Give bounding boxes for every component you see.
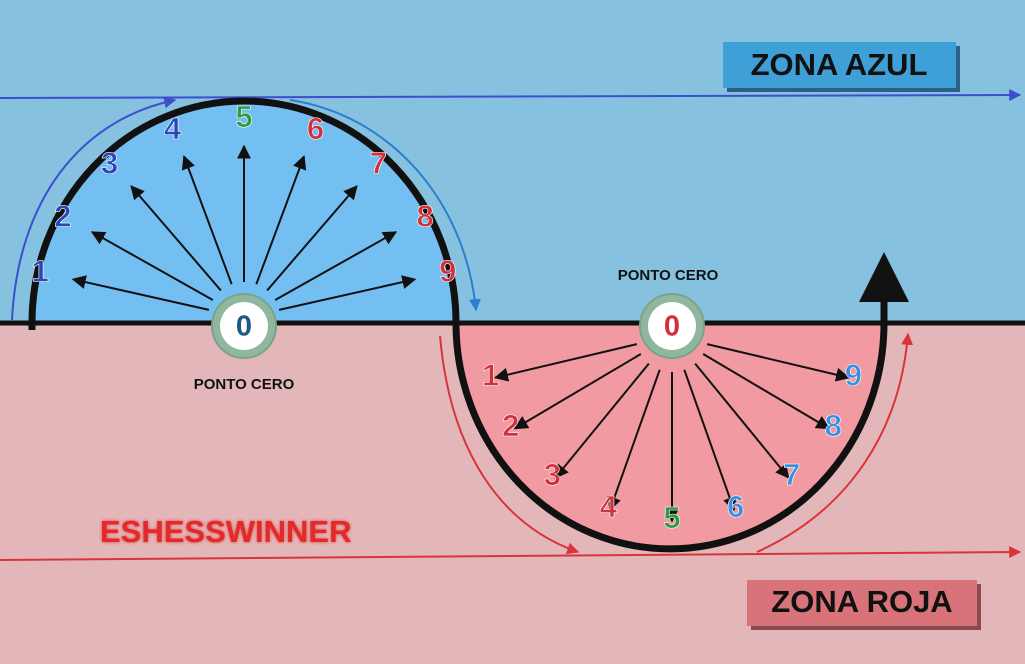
lower-arrow-1 [493,343,638,382]
upper-arrow-7 [266,185,358,292]
lower-right-red-arc [756,332,914,553]
s-curve-path [28,97,888,553]
upper-arrow-9 [278,275,417,311]
zona-roja-label: ZONA ROJA [771,584,952,619]
upper-arrow-6 [255,155,307,285]
upper-number-5: 5 [235,99,252,134]
upper-number-9: 9 [439,253,456,288]
upper-outer-blue-arc [11,96,177,321]
upper-number-3: 3 [101,146,118,181]
svg-text:ESHESSWINNER: ESHESSWINNER [100,514,351,549]
upper-number-4: 4 [164,111,182,146]
lower-number-1: 1 [482,358,499,393]
upper-dial-arrows [71,144,417,311]
eshesswinner-watermark: ESHESSWINNER ESHESSWINNER [100,514,351,549]
upper-arrow-2 [90,231,214,301]
lower-number-2: 2 [502,408,519,443]
eshesswinner-text: ESHESSWINNER [100,514,351,549]
lower-left-red-arc [439,335,580,555]
lower-arrow-7 [694,362,790,479]
zona-azul-box: ZONA AZUL [723,42,960,92]
lower-arrow-6 [683,369,737,512]
lower-dial-numbers: 123 4 5 6 789 [482,357,863,535]
lower-arrow-8 [702,353,831,430]
upper-number-1: 1 [32,253,49,288]
lower-number-3: 3 [544,457,561,492]
lower-arrow-9 [706,343,851,382]
zona-azul-label: ZONA AZUL [751,47,928,82]
lower-ponto-cero-caption: PONTO CERO [618,267,719,284]
lower-arrow-4 [607,369,661,512]
lower-zero-point: 0 [639,293,705,359]
lower-number-4: 4 [600,489,618,524]
upper-arrow-1 [71,275,210,311]
lower-number-8: 8 [825,408,842,443]
lower-number-9: 9 [845,358,862,393]
upper-arrow-8 [274,231,398,301]
upper-arrow-4 [181,155,233,285]
upper-number-6: 6 [307,111,324,146]
upper-number-7: 7 [370,146,387,181]
upper-right-blue-arc [289,99,481,312]
upper-ponto-cero-caption: PONTO CERO [194,376,295,393]
upper-zero-point: 0 [211,293,277,359]
lower-dial-fill [456,323,884,549]
lower-number-5: 5 [663,500,680,535]
lower-zero-label: 0 [664,311,680,343]
zona-roja-box: ZONA ROJA [747,580,981,630]
lower-arrow-2 [513,353,642,430]
lower-arrow-3 [554,362,650,479]
exit-arrow-head [859,252,909,302]
lower-dial-arrows [493,343,851,523]
upper-dial-numbers: 123 4 5 6 789 [31,99,456,289]
upper-arrow-3 [130,185,222,292]
red-zone-arrow [0,546,1022,561]
lower-number-6: 6 [727,489,744,524]
upper-number-2: 2 [54,199,71,234]
upper-zero-label: 0 [236,311,252,343]
upper-number-8: 8 [416,199,433,234]
lower-number-7: 7 [783,457,800,492]
